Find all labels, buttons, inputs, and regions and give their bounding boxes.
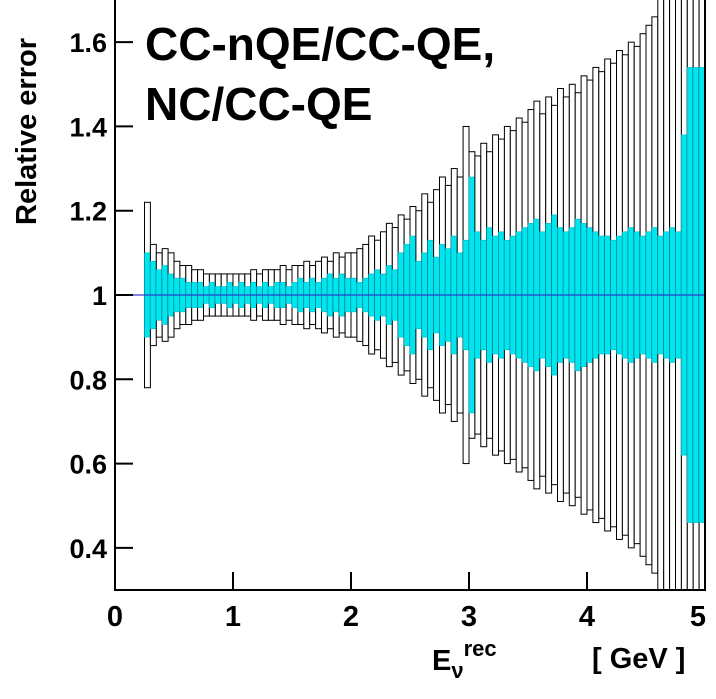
- title-line: NC/CC-QE: [145, 78, 372, 130]
- x-tick-label: 0: [107, 601, 123, 633]
- y-tick-label: 0.4: [69, 534, 107, 564]
- plot-area: [115, 0, 705, 590]
- x-label-main: E: [432, 645, 451, 677]
- x-tick-label: 1: [225, 601, 241, 633]
- y-tick-label: 0.6: [69, 450, 107, 480]
- x-unit: [ GeV ]: [592, 643, 685, 675]
- x-tick-label: 3: [461, 601, 477, 633]
- y-tick-label: 1.2: [69, 197, 107, 227]
- y-tick-label: 0.8: [69, 365, 107, 395]
- title-line: CC-nQE/CC-QE,: [145, 18, 495, 70]
- y-tick-label: 1: [92, 281, 107, 311]
- y-axis-label: Relative error: [11, 38, 43, 225]
- x-label-sup: rec: [464, 636, 497, 661]
- y-tick-label: 1.6: [69, 28, 107, 58]
- y-tick-label: 1.4: [69, 112, 107, 142]
- x-tick-label: 4: [579, 601, 595, 633]
- x-tick-label: 5: [690, 601, 706, 633]
- x-label-sub: ν: [451, 658, 463, 683]
- x-axis-label: Eνrec: [432, 636, 497, 683]
- x-tick-label: 2: [343, 601, 359, 633]
